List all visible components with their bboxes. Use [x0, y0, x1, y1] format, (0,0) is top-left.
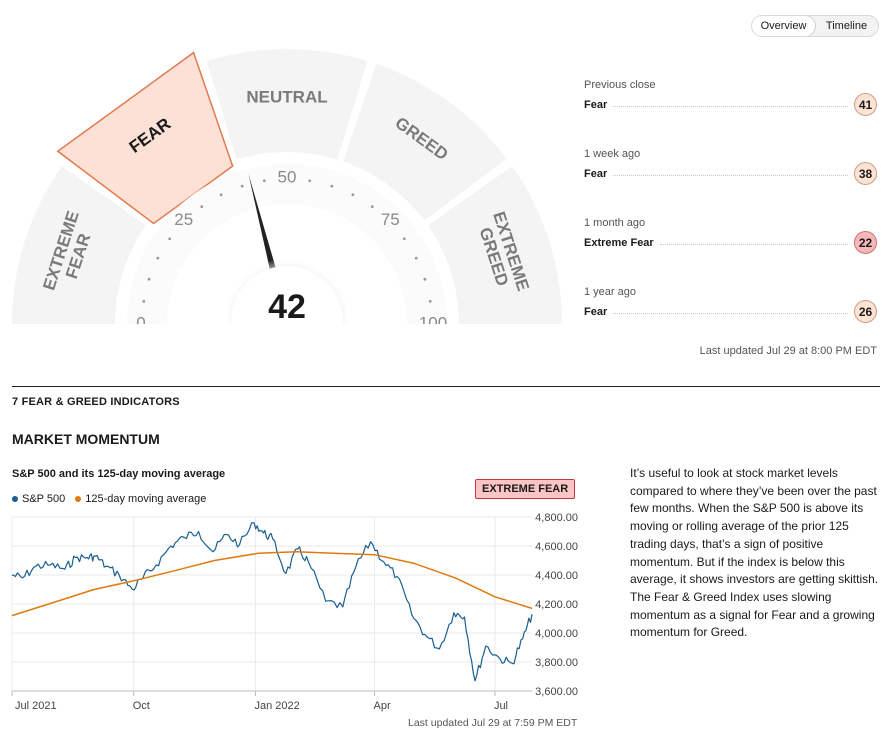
gauge-zone-extreme-fear	[12, 166, 147, 324]
history-item: 1 week ago Fear 38	[584, 148, 877, 185]
dotted-leader	[613, 175, 848, 176]
history-item: 1 year ago Fear 26	[584, 286, 877, 323]
gauge-hub	[231, 266, 343, 340]
indicators-title: 7 FEAR & GREED INDICATORS	[12, 396, 180, 408]
gauge-tick-label: 75	[381, 210, 400, 229]
history-rating: Extreme Fear	[584, 236, 654, 249]
gauge-tick-dot	[308, 179, 312, 183]
legend-sp500: S&P 500	[12, 493, 65, 505]
dotted-leader	[613, 313, 848, 314]
dotted-leader	[613, 106, 848, 107]
gauge-tick-dot	[240, 184, 244, 188]
gauge-tick-label: 0	[136, 313, 145, 332]
gauge-value: 42	[268, 288, 306, 326]
history-score-badge: 26	[854, 300, 877, 323]
y-tick-label: 4,800.00	[535, 512, 578, 524]
history-item: Previous close Fear 41	[584, 79, 877, 116]
y-tick-label: 3,800.00	[535, 657, 578, 669]
x-tick-label: Jul 2021	[15, 700, 57, 712]
x-tick-label: Oct	[133, 700, 150, 712]
gauge-tick-dot	[428, 299, 432, 303]
y-tick-label: 4,600.00	[535, 541, 578, 553]
legend-sp500-dot	[12, 496, 18, 502]
gauge-tick-dot	[168, 237, 172, 241]
chart-title: S&P 500 and its 125-day moving average	[12, 468, 226, 480]
section-divider	[12, 386, 880, 387]
momentum-chart: 4,800.00 4,600.00 4,400.00 4,200.00 4,000.00…	[11, 512, 578, 712]
overview-tab[interactable]: Overview	[752, 16, 816, 36]
gauge-zone-label: NEUTRAL	[246, 87, 327, 106]
gauge-zone-neutral	[206, 48, 368, 160]
history-score-badge: 22	[854, 231, 877, 254]
gauge-tick-dot	[200, 205, 204, 209]
y-tick-label: 4,000.00	[535, 628, 578, 640]
moving-average-line	[11, 551, 533, 617]
history-rating: Fear	[584, 167, 608, 180]
gauge-zone-greed	[342, 63, 507, 221]
gauge-zone-extreme-greed	[427, 166, 562, 324]
history-period: Previous close	[584, 79, 656, 91]
history-score-badge: 38	[854, 162, 877, 185]
market-momentum-title: MARKET MOMENTUM	[12, 431, 160, 447]
dotted-leader	[659, 244, 848, 245]
history-rating: Fear	[584, 98, 608, 111]
gauge-tick-dot	[156, 256, 160, 260]
gauge-zone-fear	[56, 51, 234, 225]
y-tick-label: 4,400.00	[535, 570, 578, 582]
history-period: 1 week ago	[584, 148, 641, 160]
history-period: 1 year ago	[584, 286, 636, 298]
x-tick-label: Jan 2022	[254, 700, 299, 712]
gauge-tick-dot	[351, 193, 355, 197]
x-tick-label: Jul	[494, 700, 508, 712]
gauge-tick-dot	[370, 205, 374, 209]
fear-greed-gauge: EXTREMEFEARFEARNEUTRALGREEDEXTREMEGREED0…	[0, 48, 575, 340]
chart-legend: S&P 500 125-day moving average	[12, 493, 206, 505]
gauge-tick-label: 25	[174, 210, 193, 229]
legend-moving-average: 125-day moving average	[75, 493, 206, 505]
y-tick-label: 3,600.00	[535, 686, 578, 698]
view-toggle: Overview Timeline	[751, 15, 879, 37]
gauge-tick-dot	[423, 277, 427, 281]
gauge-tick-dot	[414, 256, 418, 260]
gauge-needle	[248, 173, 280, 285]
timeline-tab[interactable]: Timeline	[825, 20, 868, 32]
gauge-tick-label: 50	[278, 167, 297, 186]
legend-sp500-label: S&P 500	[22, 493, 66, 505]
gauge-tick-dot	[330, 184, 334, 188]
history-period: 1 month ago	[584, 217, 646, 229]
gauge-tick-dot	[147, 277, 151, 281]
x-tick-label: Apr	[374, 700, 391, 712]
legend-ma-dot	[75, 496, 82, 502]
history-rating: Fear	[584, 305, 608, 318]
gauge-inner-band	[127, 164, 447, 324]
gauge-tick-dot	[219, 193, 223, 197]
sp500-line	[11, 522, 533, 682]
y-tick-label: 4,200.00	[535, 599, 578, 611]
last-updated-top: Last updated Jul 29 at 8:00 PM EDT	[699, 345, 877, 357]
last-updated-chart: Last updated Jul 29 at 7:59 PM EDT	[408, 717, 578, 729]
sentiment-flag: EXTREME FEAR	[475, 479, 576, 499]
gauge-baseline-mask	[0, 324, 575, 340]
legend-ma-label: 125-day moving average	[85, 493, 207, 505]
indicator-description: It’s useful to look at stock market leve…	[630, 466, 879, 640]
history-score-badge: 41	[854, 93, 877, 116]
gauge-tick-dot	[142, 299, 146, 303]
gauge-tick-dot	[262, 179, 266, 183]
gauge-tick-dot	[402, 237, 406, 241]
history-item: 1 month ago Extreme Fear 22	[584, 217, 877, 254]
